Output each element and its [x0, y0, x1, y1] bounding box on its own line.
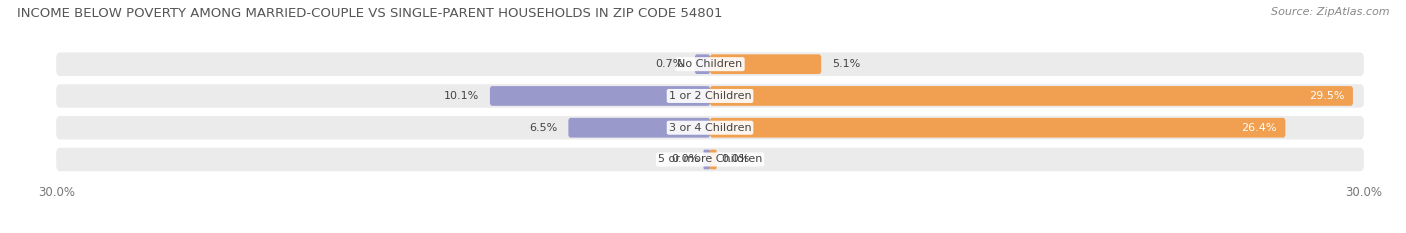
Text: 3 or 4 Children: 3 or 4 Children	[669, 123, 751, 133]
FancyBboxPatch shape	[56, 148, 1364, 171]
Text: 29.5%: 29.5%	[1309, 91, 1344, 101]
Text: 26.4%: 26.4%	[1241, 123, 1277, 133]
FancyBboxPatch shape	[568, 118, 710, 137]
FancyBboxPatch shape	[710, 54, 821, 74]
Text: 1 or 2 Children: 1 or 2 Children	[669, 91, 751, 101]
FancyBboxPatch shape	[56, 84, 1364, 108]
FancyBboxPatch shape	[56, 52, 1364, 76]
FancyBboxPatch shape	[710, 86, 1353, 106]
FancyBboxPatch shape	[710, 150, 717, 169]
FancyBboxPatch shape	[695, 54, 710, 74]
Text: 5 or more Children: 5 or more Children	[658, 154, 762, 164]
Text: 10.1%: 10.1%	[444, 91, 479, 101]
Text: 5.1%: 5.1%	[832, 59, 860, 69]
Text: 6.5%: 6.5%	[529, 123, 558, 133]
FancyBboxPatch shape	[56, 116, 1364, 140]
Text: 0.0%: 0.0%	[721, 154, 749, 164]
FancyBboxPatch shape	[710, 118, 1285, 137]
Text: 0.7%: 0.7%	[655, 59, 683, 69]
Text: No Children: No Children	[678, 59, 742, 69]
Text: Source: ZipAtlas.com: Source: ZipAtlas.com	[1271, 7, 1389, 17]
FancyBboxPatch shape	[489, 86, 710, 106]
Text: 0.0%: 0.0%	[671, 154, 699, 164]
FancyBboxPatch shape	[703, 150, 710, 169]
Text: INCOME BELOW POVERTY AMONG MARRIED-COUPLE VS SINGLE-PARENT HOUSEHOLDS IN ZIP COD: INCOME BELOW POVERTY AMONG MARRIED-COUPL…	[17, 7, 723, 20]
